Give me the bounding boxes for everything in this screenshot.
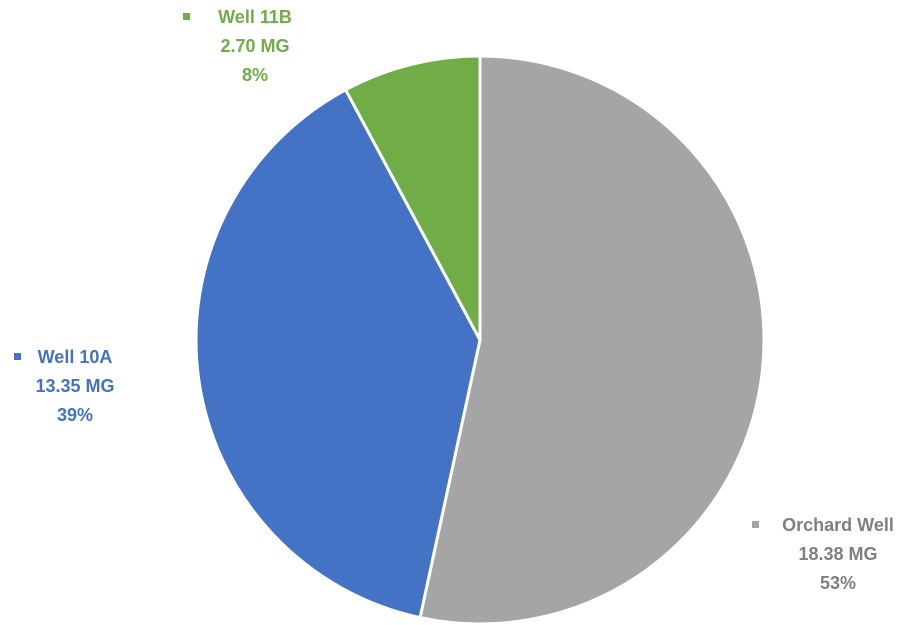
pie-slice-well-10a xyxy=(194,88,482,620)
legend-marker-well-11b xyxy=(183,13,190,20)
slice-label-value: 13.35 MG xyxy=(35,376,114,396)
slice-label-name: Well 10A xyxy=(38,347,113,367)
pie-slice-orchard-well xyxy=(418,54,766,625)
pie-slices xyxy=(194,54,766,625)
slice-label-name: Orchard Well xyxy=(782,515,894,535)
legend-marker-orchard-well xyxy=(752,521,759,528)
legend-marker-well-10a xyxy=(14,353,21,360)
slice-label-percent: 53% xyxy=(820,573,856,593)
slice-label-value: 2.70 MG xyxy=(220,36,289,56)
pie-labels: Orchard Well 18.38 MG 53% Well 10A 13.35 MG 3… xyxy=(14,7,894,593)
slice-label-percent: 39% xyxy=(57,405,93,425)
slice-label-name: Well 11B xyxy=(218,7,292,27)
pie-slice-well-11b xyxy=(344,54,482,342)
slice-label-percent: 8% xyxy=(242,65,268,85)
slice-label-value: 18.38 MG xyxy=(798,544,877,564)
